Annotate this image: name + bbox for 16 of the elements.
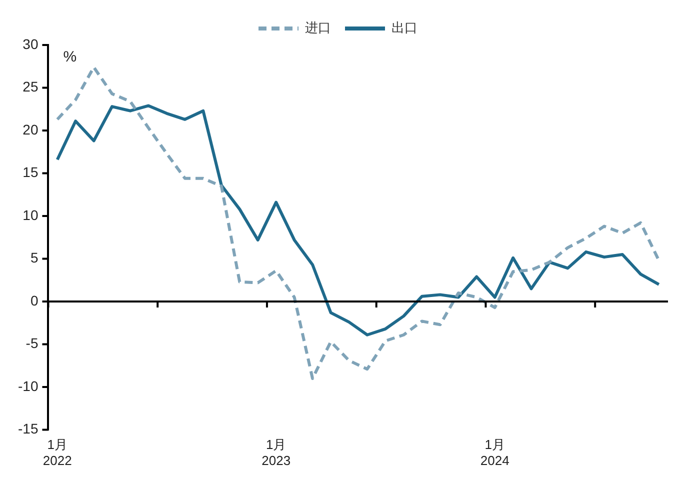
y-tick-label: 15 [22, 164, 38, 180]
legend-label: 出口 [392, 20, 418, 36]
y-tick-label: -10 [18, 378, 38, 394]
y-tick-label: 10 [22, 206, 38, 223]
y-tick-label: 30 [22, 36, 38, 52]
y-tick-label: -15 [18, 420, 38, 437]
legend-label: 进口 [305, 20, 331, 36]
y-tick-label: 25 [22, 78, 38, 95]
y-tick-label: -5 [26, 335, 38, 352]
y-axis-title: % [63, 48, 77, 66]
x-tick-label: 1月 2022 [42, 437, 72, 468]
y-tick-label: 20 [22, 121, 38, 138]
y-tick-label: 5 [30, 250, 38, 266]
y-tick-label: 0 [30, 292, 38, 308]
x-tick-label: 1月 2024 [480, 437, 510, 468]
x-tick-label: 1月 2023 [262, 437, 291, 468]
